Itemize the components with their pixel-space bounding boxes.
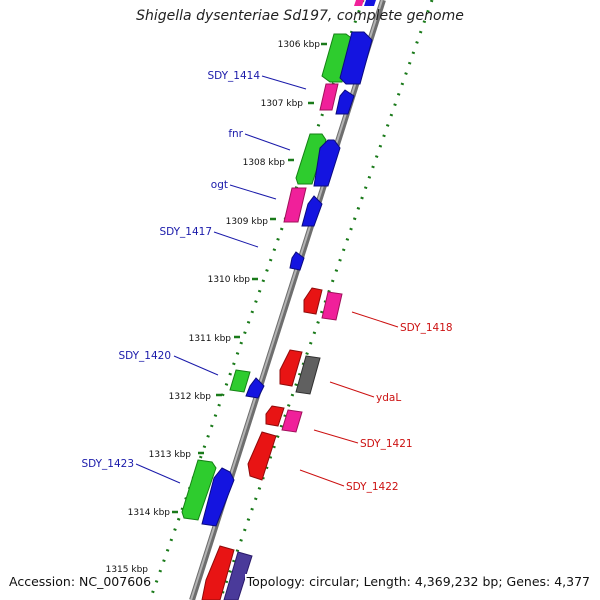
kbp-label-group: 1306 kbp 1307 kbp 1308 kbp 1309 kbp 1310… xyxy=(106,40,321,575)
reverse-genes xyxy=(201,287,343,600)
kbp-label: 1312 kbp xyxy=(169,392,212,402)
gene-red xyxy=(279,349,303,387)
gene-gray xyxy=(295,355,321,395)
gene-label-forward: SDY_1420 xyxy=(118,350,171,362)
gene-label-forward: SDY_1423 xyxy=(81,458,134,470)
kbp-label: 1306 kbp xyxy=(278,40,321,50)
gene-magenta xyxy=(319,83,339,111)
gene-label-forward: fnr xyxy=(228,128,243,140)
gene-magenta xyxy=(281,409,303,433)
gene-label-forward: SDY_1417 xyxy=(159,226,212,238)
gene-green xyxy=(181,459,217,521)
accession-label: Accession: NC_007606 xyxy=(7,574,154,589)
gene-green xyxy=(229,369,251,393)
gene-blue xyxy=(335,89,355,115)
forward-label-group: SDY_1414 fnr ogt SDY_1417 SDY_1420 SDY_1… xyxy=(81,70,260,470)
gene-red xyxy=(265,405,285,427)
gene-red xyxy=(247,431,277,481)
kbp-label: 1313 kbp xyxy=(149,450,192,460)
gene-red xyxy=(201,545,235,600)
reverse-label-group: SDY_1418 ydaL SDY_1421 SDY_1422 xyxy=(346,322,453,493)
kbp-label: 1315 kbp xyxy=(106,565,149,575)
forward-genes xyxy=(181,0,376,527)
kbp-label: 1307 kbp xyxy=(261,99,304,109)
gene-label-reverse: SDY_1422 xyxy=(346,481,399,493)
gene-blue xyxy=(364,0,376,6)
reverse-leaders xyxy=(299,311,399,487)
gene-red xyxy=(303,287,323,315)
gene-label-reverse: SDY_1418 xyxy=(400,322,453,334)
forward-leaders xyxy=(135,75,307,484)
gene-blue xyxy=(201,467,235,527)
gene-blue xyxy=(289,251,305,271)
kbp-ticks xyxy=(172,42,327,514)
kbp-label: 1309 kbp xyxy=(226,217,269,227)
gene-label-reverse: SDY_1421 xyxy=(360,438,413,450)
gene-blue xyxy=(339,31,373,85)
kbp-label: 1314 kbp xyxy=(128,508,171,518)
gene-magenta xyxy=(321,291,343,321)
gene-magenta xyxy=(283,187,307,223)
gene-green xyxy=(295,133,327,185)
kbp-label: 1311 kbp xyxy=(189,334,232,344)
topology-label: Topology: circular; Length: 4,369,232 bp… xyxy=(244,574,592,589)
gene-blue xyxy=(301,195,323,227)
gene-blue xyxy=(313,139,341,187)
kbp-label: 1308 kbp xyxy=(243,158,286,168)
gene-label-forward: ogt xyxy=(211,179,228,191)
gene-magenta xyxy=(354,0,364,6)
kbp-label: 1310 kbp xyxy=(208,275,251,285)
gene-purple xyxy=(223,551,253,600)
gene-green xyxy=(321,33,355,83)
gene-label-reverse: ydaL xyxy=(376,392,401,404)
gene-blue xyxy=(245,377,265,399)
gene-label-forward: SDY_1414 xyxy=(207,70,260,82)
map-title: Shigella dysenteriae Sd197, complete gen… xyxy=(136,8,464,24)
